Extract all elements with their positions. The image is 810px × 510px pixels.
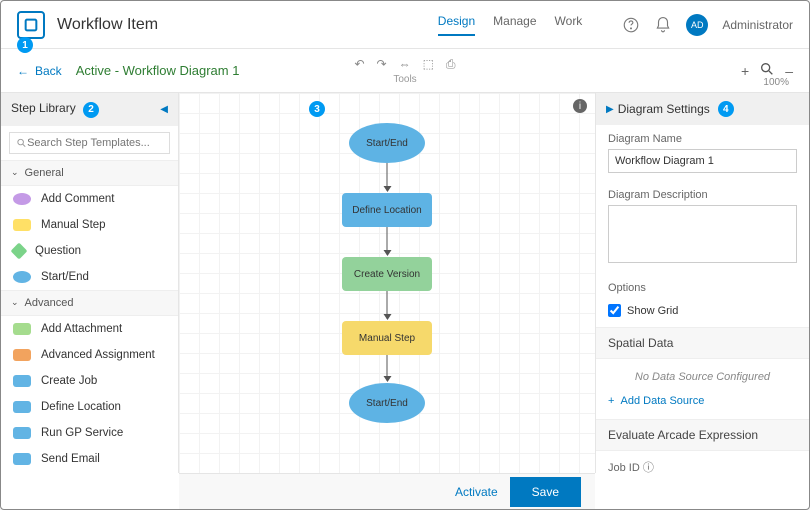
undo-icon[interactable]: ↶	[354, 57, 364, 72]
flow-arrow	[387, 227, 388, 255]
group-header[interactable]: ⌄ Advanced	[1, 290, 178, 316]
diagram-title: Active - Workflow Diagram 1	[76, 63, 240, 78]
add-source-label: Add Data Source	[621, 395, 705, 407]
zoom-in-icon[interactable]: +	[741, 63, 749, 79]
diagram-node[interactable]: Start/End	[349, 383, 425, 423]
spatial-data-header: Spatial Data	[596, 327, 809, 359]
settings-title: Diagram Settings	[618, 102, 710, 116]
back-label: Back	[35, 64, 62, 78]
step-shape-icon	[11, 242, 28, 259]
step-shape-icon	[13, 271, 31, 283]
diagram-node[interactable]: Create Version	[342, 257, 432, 291]
show-grid-label: Show Grid	[627, 305, 678, 317]
tools-group: ↶ ↷ ⇔ ⬚ ⎙ Tools	[354, 57, 455, 85]
save-button[interactable]: Save	[510, 477, 581, 507]
step-library-title: Step Library	[11, 101, 76, 115]
step-template[interactable]: Run GP Service	[1, 420, 178, 446]
step-shape-icon	[13, 349, 31, 361]
activate-button[interactable]: Activate	[455, 485, 498, 499]
search-icon	[16, 137, 27, 149]
tools-label: Tools	[354, 74, 455, 85]
step-library-header: Step Library 2 ◀	[1, 93, 178, 126]
user-avatar[interactable]: AD	[686, 14, 708, 36]
show-grid-checkbox[interactable]	[608, 304, 621, 317]
step-template[interactable]: Create Job	[1, 368, 178, 394]
help-icon[interactable]	[622, 16, 640, 34]
redo-icon[interactable]: ↷	[377, 57, 387, 72]
step-shape-icon	[13, 401, 31, 413]
collapse-left-icon[interactable]: ◀	[160, 104, 168, 115]
step-label: Add Comment	[41, 193, 115, 205]
flow-arrow	[387, 291, 388, 319]
user-name: Administrator	[722, 18, 793, 32]
back-button[interactable]: ← Back	[17, 64, 62, 78]
callout-2: 2	[83, 102, 99, 118]
bell-icon[interactable]	[654, 16, 672, 34]
add-data-source-button[interactable]: + Add Data Source	[596, 389, 809, 419]
step-label: Question	[35, 245, 81, 257]
step-shape-icon	[13, 375, 31, 387]
step-label: Start/End	[41, 271, 89, 283]
tab-work[interactable]: Work	[555, 14, 583, 36]
footer: Activate Save	[179, 473, 595, 509]
step-template[interactable]: Send Email	[1, 446, 178, 472]
flow-arrow	[387, 163, 388, 191]
fit-icon[interactable]: ⇔	[399, 57, 411, 72]
step-template[interactable]: Start/End	[1, 264, 178, 290]
collapse-right-icon[interactable]: ▶	[606, 104, 614, 115]
group-header[interactable]: ⌄ General	[1, 160, 178, 186]
step-template[interactable]: Add Attachment	[1, 316, 178, 342]
diagram-node[interactable]: Define Location	[342, 193, 432, 227]
step-label: Send Email	[41, 453, 100, 465]
step-library-panel: Step Library 2 ◀ ⌄ General Add Comment Man…	[1, 93, 179, 473]
tab-design[interactable]: Design	[438, 14, 475, 36]
pointer-icon[interactable]: ⬚	[423, 57, 434, 72]
tab-manage[interactable]: Manage	[493, 14, 536, 36]
arcade-header: Evaluate Arcade Expression	[596, 419, 809, 451]
step-shape-icon	[13, 453, 31, 465]
zoom-percent: 100%	[763, 77, 789, 88]
diagram-name-input[interactable]	[608, 149, 797, 173]
step-template[interactable]: Define Location	[1, 394, 178, 420]
search-input[interactable]	[27, 137, 163, 149]
diagram-node[interactable]: Start/End	[349, 123, 425, 163]
step-shape-icon	[13, 219, 31, 231]
diagram-desc-label: Diagram Description	[608, 189, 797, 201]
step-label: Add Attachment	[41, 323, 122, 335]
settings-header: ▶ Diagram Settings 4	[596, 93, 809, 125]
flow-arrow	[387, 355, 388, 381]
callout-4: 4	[718, 101, 734, 117]
step-template[interactable]: Question	[1, 238, 178, 264]
diagram-desc-input[interactable]	[608, 205, 797, 263]
callout-1: 1	[17, 37, 33, 53]
diagram-settings-panel: ▶ Diagram Settings 4 Diagram Name Diagra…	[595, 93, 809, 473]
print-icon[interactable]: ⎙	[446, 57, 456, 72]
step-label: Define Location	[41, 401, 121, 413]
no-data-text: No Data Source Configured	[596, 359, 809, 389]
diagram-canvas[interactable]: i 3 Start/End Define Location Create Versi…	[179, 93, 595, 473]
search-box	[9, 132, 170, 154]
step-template[interactable]: Manual Step	[1, 212, 178, 238]
step-shape-icon	[13, 427, 31, 439]
app-header: 1 Workflow Item Design Manage Work AD Ad…	[1, 1, 809, 49]
step-label: Run GP Service	[41, 427, 123, 439]
step-template[interactable]: Add Comment	[1, 186, 178, 212]
jobid-label: Job ID ⓘ	[608, 459, 797, 473]
app-logo	[17, 11, 45, 39]
toolbar: ← Back Active - Workflow Diagram 1 ↶ ↷ ⇔…	[1, 49, 809, 93]
callout-3: 3	[309, 101, 325, 117]
page-title: Workflow Item	[57, 16, 158, 34]
step-label: Advanced Assignment	[41, 349, 155, 361]
info-icon[interactable]: i	[573, 99, 587, 113]
diagram-name-label: Diagram Name	[608, 133, 797, 145]
diagram-node[interactable]: Manual Step	[342, 321, 432, 355]
step-shape-icon	[13, 193, 31, 205]
step-label: Manual Step	[41, 219, 106, 231]
step-template[interactable]: Advanced Assignment	[1, 342, 178, 368]
options-label: Options	[608, 282, 797, 294]
step-shape-icon	[13, 323, 31, 335]
step-label: Create Job	[41, 375, 97, 387]
header-tabs: Design Manage Work	[438, 14, 583, 36]
